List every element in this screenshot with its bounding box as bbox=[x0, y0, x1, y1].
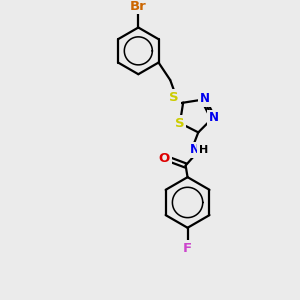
Text: N: N bbox=[200, 92, 209, 105]
Text: F: F bbox=[183, 242, 192, 255]
Text: S: S bbox=[169, 91, 179, 104]
Text: S: S bbox=[175, 116, 185, 130]
Text: H: H bbox=[199, 145, 208, 155]
Text: N: N bbox=[190, 143, 200, 156]
Text: N: N bbox=[209, 111, 219, 124]
Text: O: O bbox=[159, 152, 170, 165]
Text: Br: Br bbox=[130, 0, 147, 13]
